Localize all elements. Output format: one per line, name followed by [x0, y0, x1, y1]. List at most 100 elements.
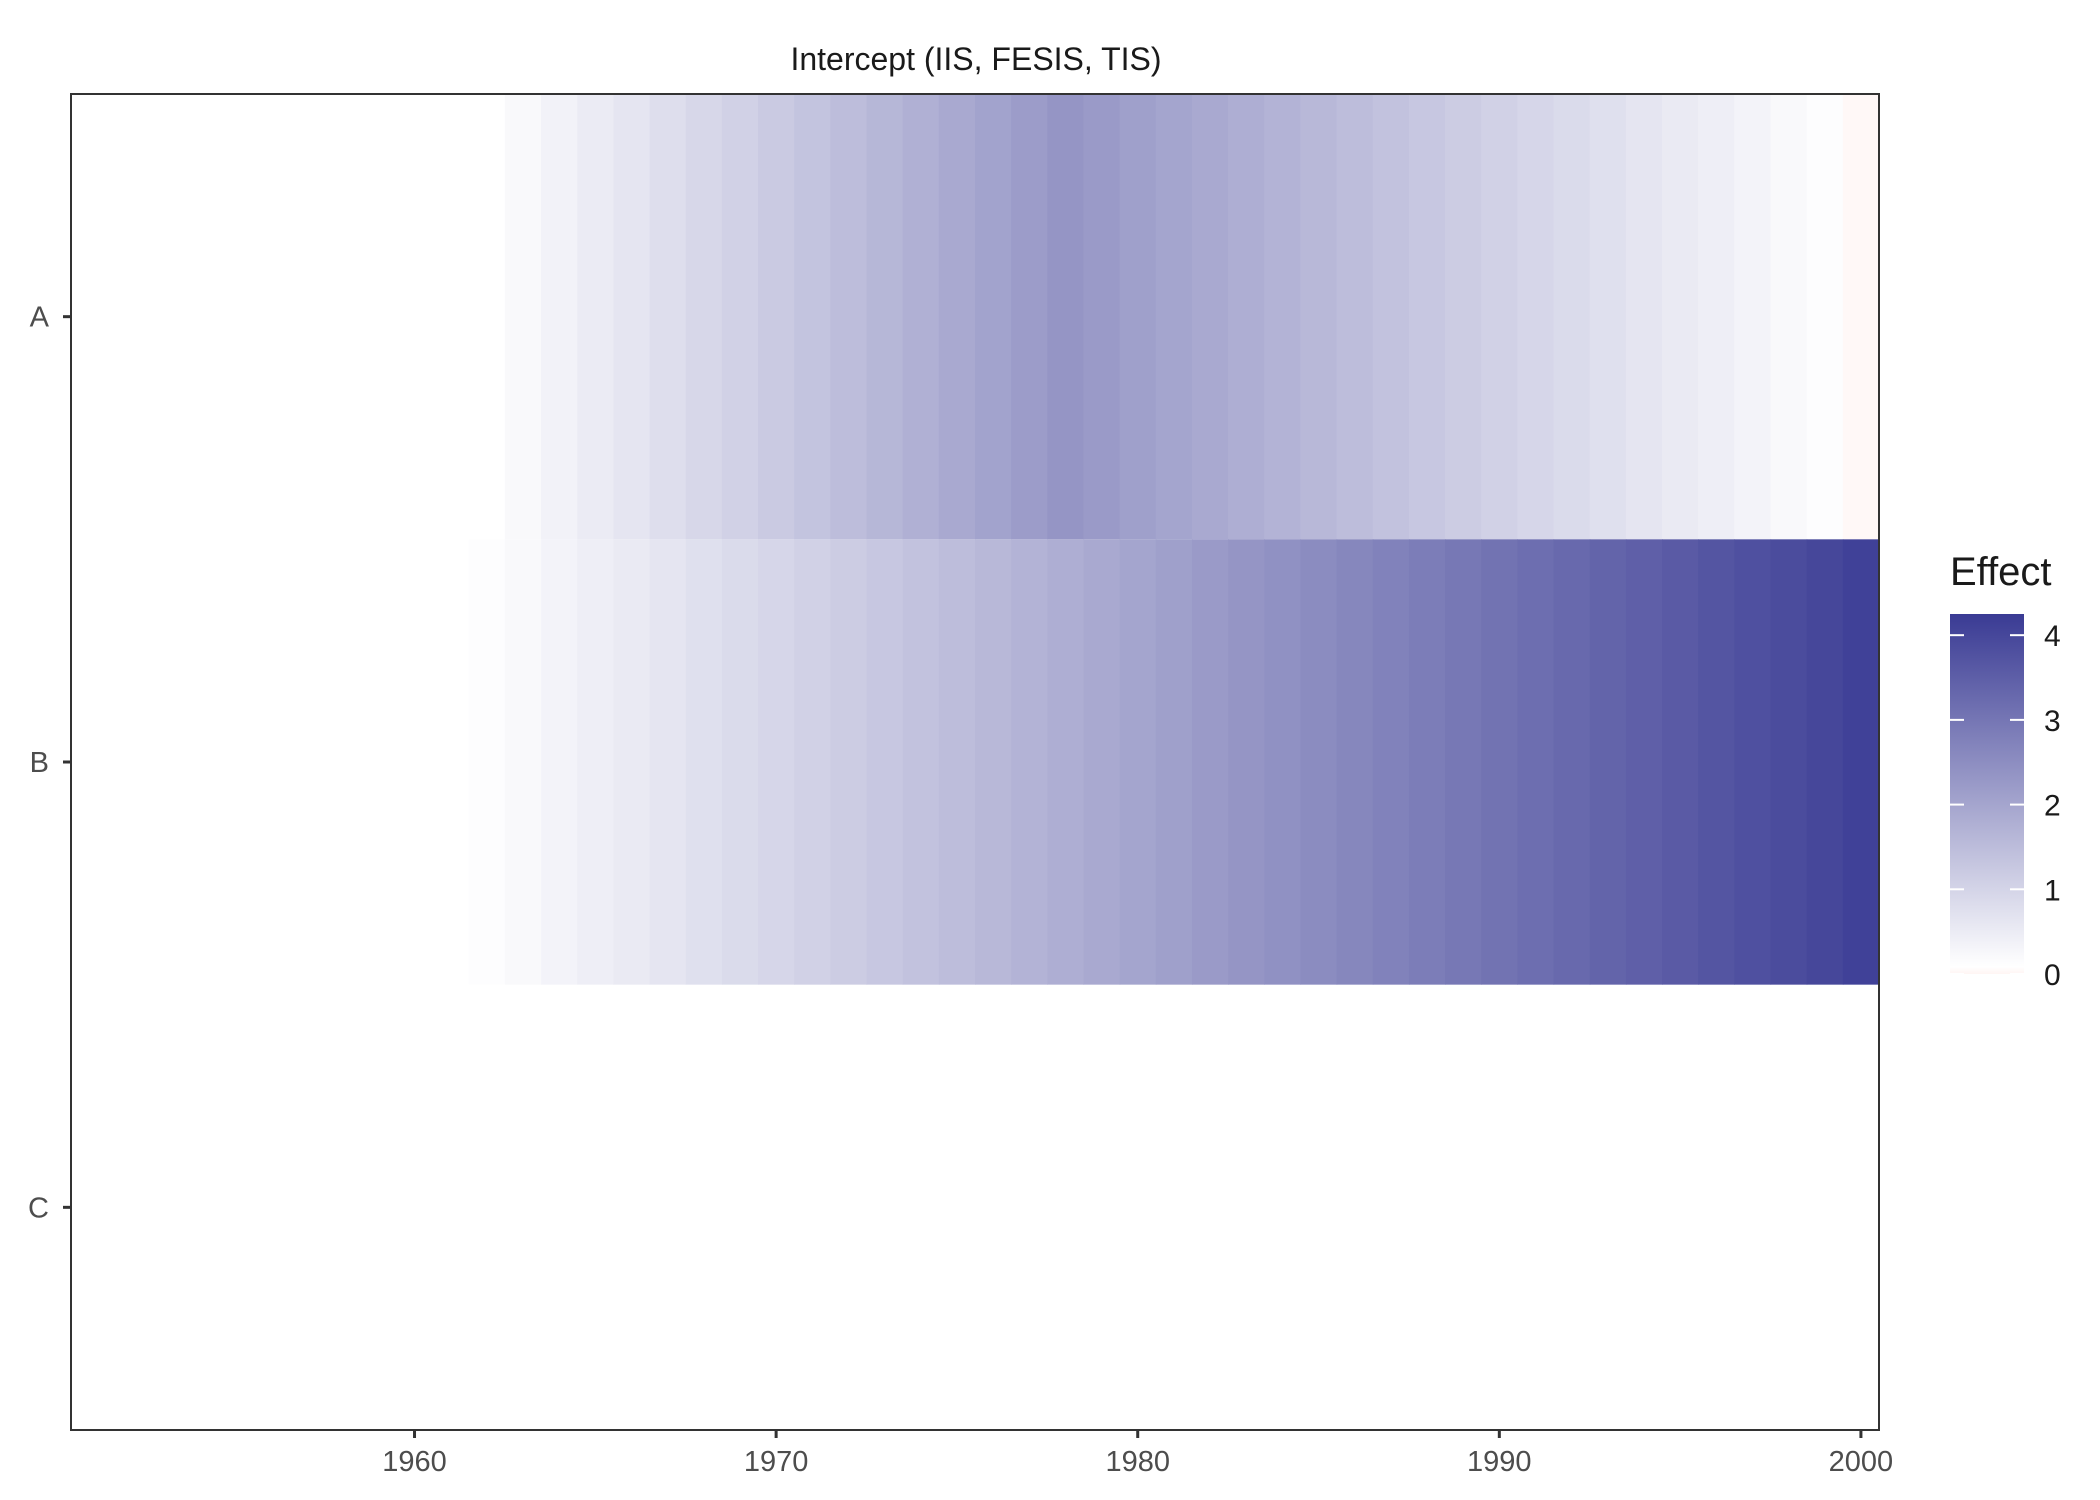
heatmap-cell-A-1967: [649, 94, 687, 540]
heatmap-cell-A-1959: [360, 94, 398, 540]
heatmap-cell-A-1984: [1264, 94, 1302, 540]
heatmap-cell-A-1993: [1589, 94, 1627, 540]
heatmap-cell-B-1956: [251, 539, 289, 985]
heatmap-cell-B-1972: [830, 539, 868, 985]
heatmap-cell-B-1995: [1662, 539, 1699, 985]
heatmap-cell-A-1983: [1228, 94, 1265, 540]
heatmap-cell-B-1977: [1011, 539, 1048, 985]
heatmap-cell-B-1976: [975, 539, 1012, 985]
heatmap-cell-B-1958: [324, 539, 361, 985]
y-tick-label-A: A: [30, 302, 50, 334]
heatmap-cell-A-1972: [830, 94, 868, 540]
chart-title: Intercept (IIS, FESIS, TIS): [790, 41, 1161, 77]
heatmap-cell-B-1978: [1047, 539, 1085, 985]
heatmap-cell-B-1996: [1698, 539, 1735, 985]
x-tick-label-1960: 1960: [382, 1446, 447, 1478]
heatmap-cell-B-1985: [1300, 539, 1338, 985]
heatmap-cell-A-1977: [1011, 94, 1048, 540]
heatmap-cell-A-1973: [866, 94, 904, 540]
heatmap-cell-B-1959: [360, 539, 398, 985]
heatmap-cell-B-1953: [143, 539, 181, 985]
heatmap-cell-B-1984: [1264, 539, 1302, 985]
heatmap-cell-B-1960: [396, 539, 434, 985]
heatmap-cell-B-1993: [1589, 539, 1627, 985]
heatmap-cell-B-1999: [1806, 539, 1844, 985]
heatmap-cell-B-1966: [613, 539, 651, 985]
legend-tick-label-3: 3: [2044, 705, 2061, 738]
heatmap-cell-A-1963: [504, 94, 542, 540]
heatmap-cell-B-1983: [1228, 539, 1265, 985]
heatmap-cell-A-1986: [1336, 94, 1374, 540]
heatmap-cell-B-1964: [541, 539, 578, 985]
heatmap-cell-A-1997: [1734, 94, 1772, 540]
heatmap-cell-B-2000: [1842, 539, 1880, 985]
heatmap-cell-A-1980: [1119, 94, 1157, 540]
heatmap-cell-A-1992: [1553, 94, 1591, 540]
heatmap-cell-B-1954: [179, 539, 217, 985]
heatmap-cell-A-1962: [468, 94, 506, 540]
heatmap-cell-B-1981: [1155, 539, 1193, 985]
heatmap-cell-A-1969: [721, 94, 759, 540]
heatmap-cell-B-1974: [902, 539, 940, 985]
heatmap-cell-A-1966: [613, 94, 651, 540]
heatmap-cell-A-1996: [1698, 94, 1735, 540]
heatmap-cell-B-1963: [504, 539, 542, 985]
heatmap-cell-A-1982: [1191, 94, 1229, 540]
heatmap-cell-A-1988: [1408, 94, 1446, 540]
heatmap-cell-A-1970: [758, 94, 795, 540]
heatmap-cell-B-1952: [107, 539, 144, 985]
heatmap-cell-A-1987: [1372, 94, 1410, 540]
legend-tick-label-1: 1: [2044, 874, 2061, 907]
heatmap-cell-B-1951: [71, 539, 108, 985]
legend-tick-label-4: 4: [2044, 620, 2061, 653]
heatmap-cell-B-1989: [1445, 539, 1482, 985]
y-tick-label-C: C: [28, 1192, 49, 1224]
heatmap-cell-B-1969: [721, 539, 759, 985]
heatmap-cell-B-1998: [1770, 539, 1808, 985]
heatmap-cell-A-1995: [1662, 94, 1699, 540]
heatmap-cell-B-1970: [758, 539, 795, 985]
heatmap-cell-B-1962: [468, 539, 506, 985]
heatmap-cell-B-1987: [1372, 539, 1410, 985]
heatmap-cell-B-1992: [1553, 539, 1591, 985]
heatmap-cell-B-1986: [1336, 539, 1374, 985]
x-tick-label-1990: 1990: [1467, 1446, 1532, 1478]
heatmap-cell-B-1997: [1734, 539, 1772, 985]
heatmap-cell-B-1979: [1083, 539, 1121, 985]
heatmap-cell-B-1973: [866, 539, 904, 985]
heatmap-cell-A-1965: [577, 94, 614, 540]
heatmap-cell-A-1985: [1300, 94, 1338, 540]
x-tick-label-1970: 1970: [744, 1446, 809, 1478]
heatmap-cell-B-1967: [649, 539, 687, 985]
legend-tick-label-2: 2: [2044, 790, 2061, 823]
heatmap-cell-A-1964: [541, 94, 578, 540]
heatmap-cell-A-1998: [1770, 94, 1808, 540]
heatmap-tiles: [71, 94, 1880, 985]
heatmap-cell-B-1975: [938, 539, 976, 985]
x-tick-label-1980: 1980: [1105, 1446, 1170, 1478]
heatmap-cell-B-1991: [1517, 539, 1555, 985]
heatmap-cell-B-1968: [685, 539, 723, 985]
heatmap-cell-A-2000: [1842, 94, 1880, 540]
legend-title: Effect: [1950, 550, 2052, 594]
x-axis: 1960 1970 1980 1990 2000: [382, 1430, 1893, 1478]
heatmap-cell-B-1961: [432, 539, 470, 985]
x-tick-label-2000: 2000: [1829, 1446, 1894, 1478]
legend: Effect 0 1 2 3 4: [1950, 550, 2061, 992]
heatmap-cell-B-1988: [1408, 539, 1446, 985]
heatmap-cell-A-1961: [432, 94, 470, 540]
heatmap-cell-B-1955: [215, 539, 253, 985]
legend-tick-label-0: 0: [2044, 959, 2061, 992]
heatmap-cell-A-1979: [1083, 94, 1121, 540]
heatmap-cell-A-1994: [1625, 94, 1663, 540]
heatmap-cell-B-1971: [794, 539, 831, 985]
heatmap-cell-B-1994: [1625, 539, 1663, 985]
heatmap-cell-B-1980: [1119, 539, 1157, 985]
y-tick-label-B: B: [30, 747, 49, 779]
heatmap-cell-A-1990: [1481, 94, 1518, 540]
heatmap-cell-A-1975: [938, 94, 976, 540]
y-axis: A B C: [28, 302, 71, 1224]
heatmap-cell-A-1968: [685, 94, 723, 540]
heatmap-cell-A-1978: [1047, 94, 1085, 540]
